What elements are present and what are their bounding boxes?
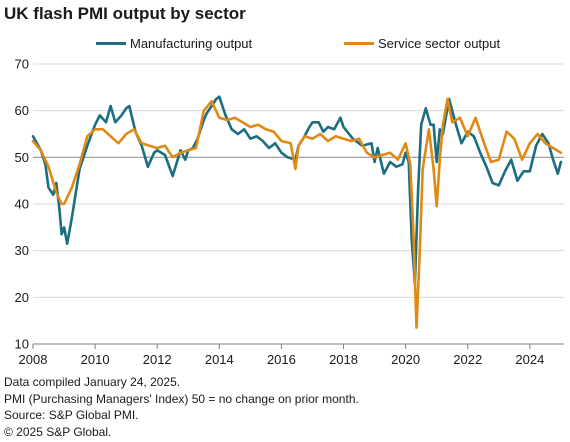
x-tick-label: 2016 xyxy=(267,352,296,367)
x-tick-label: 2008 xyxy=(19,352,48,367)
footnotes: Data compiled January 24, 2025. PMI (Pur… xyxy=(4,374,359,440)
chart-title: UK flash PMI output by sector xyxy=(4,4,246,23)
y-tick-label: 10 xyxy=(15,337,29,352)
footnote-data-compiled: Data compiled January 24, 2025. xyxy=(4,375,181,389)
legend-swatch-services xyxy=(344,42,374,45)
y-tick-label: 30 xyxy=(15,243,29,258)
y-tick-label: 70 xyxy=(15,57,29,72)
x-tick-label: 2022 xyxy=(453,352,482,367)
legend: Manufacturing output Service sector outp… xyxy=(0,36,570,52)
series-line-manufacturing xyxy=(31,95,563,285)
footnote-copyright: © 2025 S&P Global. xyxy=(4,424,112,439)
legend-item-services: Service sector output xyxy=(344,36,500,51)
legend-item-manufacturing: Manufacturing output xyxy=(96,36,252,51)
x-tick-label: 2024 xyxy=(515,352,544,367)
x-tick-label: 2014 xyxy=(205,352,234,367)
y-tick-label: 20 xyxy=(15,290,29,305)
footnote-source: Source: S&P Global PMI. xyxy=(4,408,139,422)
y-tick-label: 60 xyxy=(15,103,29,118)
x-tick-label: 2010 xyxy=(81,352,110,367)
gridlines xyxy=(33,63,564,298)
x-tick-label: 2012 xyxy=(143,352,172,367)
footnote-pmi-definition: PMI (Purchasing Managers' Index) 50 = no… xyxy=(4,391,359,406)
legend-label-manufacturing: Manufacturing output xyxy=(130,36,253,51)
x-axis-ticks: 2008 2010 2012 2014 2016 2018 2020 2022 2024 xyxy=(19,344,544,367)
series-lines xyxy=(31,95,563,330)
y-tick-label: 50 xyxy=(15,150,29,165)
series-line-services xyxy=(31,97,563,330)
x-tick-label: 2020 xyxy=(391,352,420,367)
legend-swatch-manufacturing xyxy=(96,42,126,45)
legend-label-services: Service sector output xyxy=(378,36,501,51)
y-axis-ticks: 10 20 30 40 50 60 70 xyxy=(15,57,29,352)
x-tick-label: 2018 xyxy=(329,352,358,367)
y-tick-label: 40 xyxy=(15,197,29,212)
